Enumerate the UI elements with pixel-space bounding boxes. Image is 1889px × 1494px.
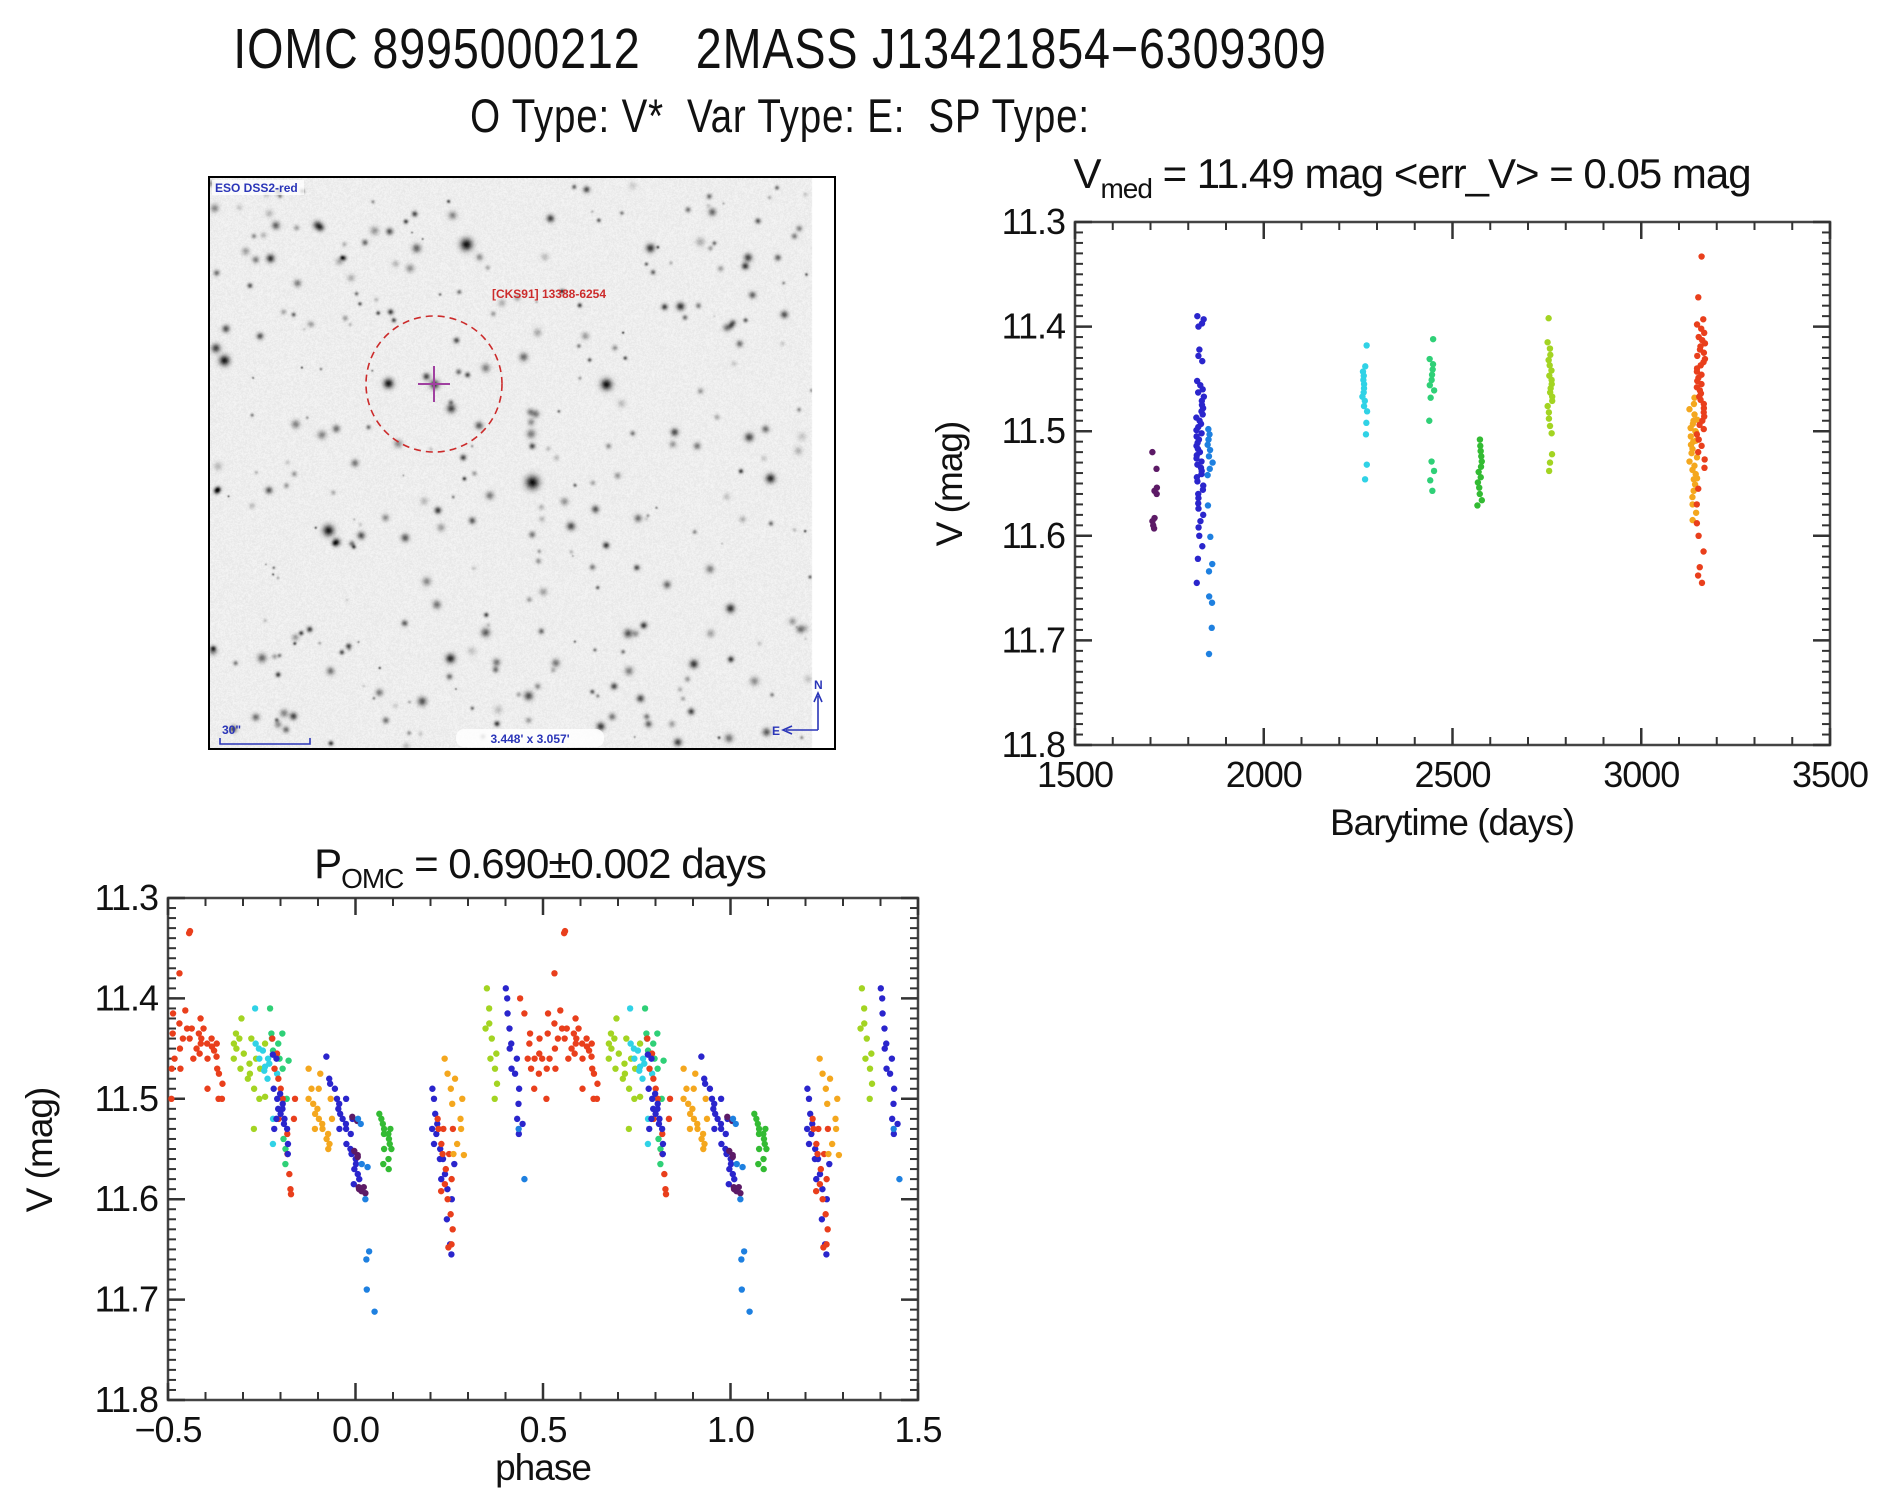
star-field-annotations: ESO DSS2-red [CKS91] 13388-6254 30" 3.44… bbox=[212, 180, 823, 747]
svg-text:11.3: 11.3 bbox=[1002, 201, 1065, 242]
svg-text:11.6: 11.6 bbox=[1002, 515, 1065, 556]
svg-text:11.5: 11.5 bbox=[1002, 410, 1065, 451]
svg-text:11.8: 11.8 bbox=[1002, 724, 1065, 765]
svg-text:3500: 3500 bbox=[1792, 754, 1868, 795]
phase-folded-plot: POMC = 0.690±0.002 days V (mag) phase −0… bbox=[19, 840, 943, 1488]
phase-ylabel: V (mag) bbox=[19, 1088, 60, 1213]
survey-label: ESO DSS2-red bbox=[215, 181, 298, 195]
barytime-plot-title: Vmed = 11.49 mag <err_V> = 0.05 mag bbox=[1073, 150, 1750, 204]
target-label: [CKS91] 13388-6254 bbox=[492, 287, 606, 301]
page-subtitle: O Type: V* Var Type: E: SP Type: bbox=[470, 89, 1090, 142]
svg-text:0.0: 0.0 bbox=[332, 1409, 379, 1450]
svg-text:1.0: 1.0 bbox=[707, 1409, 754, 1450]
phase-xlabel: phase bbox=[495, 1447, 591, 1488]
barytime-lightcurve-plot: Vmed = 11.49 mag <err_V> = 0.05 mag V (m… bbox=[929, 150, 1869, 843]
svg-text:11.3: 11.3 bbox=[95, 877, 158, 918]
svg-text:2000: 2000 bbox=[1226, 754, 1302, 795]
page-title: IOMC 8995000212 2MASS J13421854−6309309 bbox=[233, 17, 1327, 81]
svg-text:11.5: 11.5 bbox=[95, 1078, 158, 1119]
svg-text:3000: 3000 bbox=[1603, 754, 1679, 795]
svg-text:11.7: 11.7 bbox=[95, 1279, 158, 1320]
svg-text:2500: 2500 bbox=[1414, 754, 1490, 795]
svg-text:11.6: 11.6 bbox=[95, 1178, 158, 1219]
svg-text:11.8: 11.8 bbox=[95, 1379, 158, 1420]
svg-text:−0.5: −0.5 bbox=[134, 1409, 201, 1450]
svg-text:11.4: 11.4 bbox=[1002, 306, 1065, 347]
compass-icon: N E bbox=[772, 678, 823, 738]
scalebar bbox=[219, 738, 311, 745]
compass-east-label: E bbox=[772, 724, 780, 738]
svg-text:11.4: 11.4 bbox=[95, 977, 158, 1018]
barytime-plot-area: 1500 2000 2500 3000 3500 11.3 11.4 11.5 11.6 11.7… bbox=[1002, 201, 1869, 795]
barytime-xlabel: Barytime (days) bbox=[1330, 802, 1574, 843]
star-field-canvas bbox=[210, 178, 834, 748]
svg-text:1500: 1500 bbox=[1037, 754, 1113, 795]
survey-label-bg bbox=[212, 180, 304, 195]
svg-text:1.5: 1.5 bbox=[894, 1409, 941, 1450]
scalebar-label: 30" bbox=[222, 723, 241, 737]
phase-plot-title: POMC = 0.690±0.002 days bbox=[314, 840, 766, 894]
svg-text:0.5: 0.5 bbox=[519, 1409, 566, 1450]
svg-text:11.7: 11.7 bbox=[1002, 619, 1065, 660]
target-circle bbox=[365, 315, 503, 453]
fov-label-bg bbox=[456, 729, 604, 747]
barytime-ylabel: V (mag) bbox=[929, 422, 970, 547]
fov-label: 3.448' x 3.057' bbox=[490, 732, 569, 746]
finder-chart-image: ESO DSS2-red [CKS91] 13388-6254 30" 3.44… bbox=[208, 176, 836, 750]
compass-north-label: N bbox=[814, 678, 823, 692]
phase-plot-area: −0.5 0.0 0.5 1.0 1.5 11.3 11.4 11.5 11.6 11.7 11.8 bbox=[95, 877, 943, 1450]
